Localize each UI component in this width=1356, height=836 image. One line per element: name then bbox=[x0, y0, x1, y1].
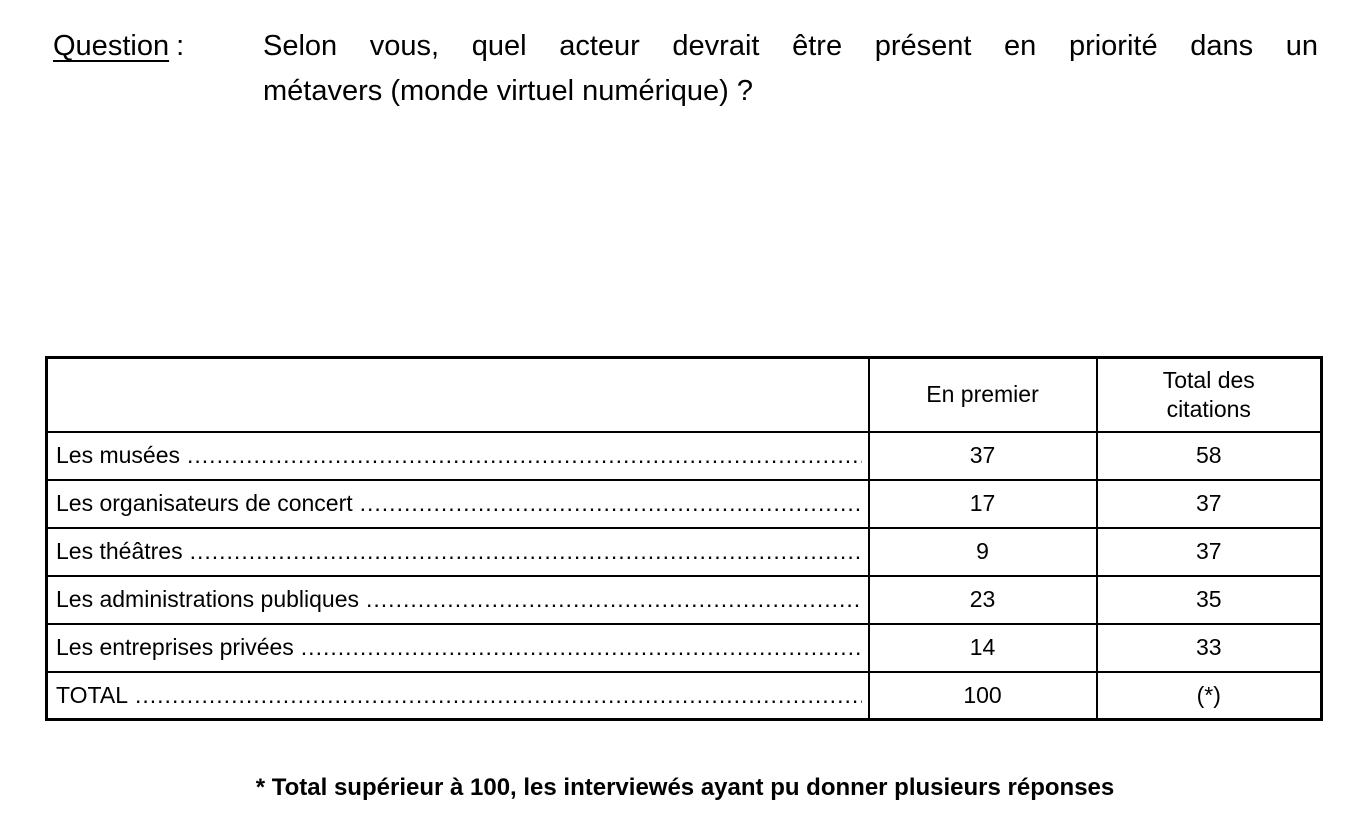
question-label-colon: : bbox=[176, 30, 185, 62]
row-value-total-citations: 33 bbox=[1095, 622, 1323, 673]
header-cell-empty bbox=[45, 356, 870, 433]
row-value-total-citations: (*) bbox=[1095, 670, 1323, 721]
header-cell-total-citations: Total des citations bbox=[1095, 356, 1323, 433]
row-value-en-premier: 23 bbox=[867, 574, 1098, 625]
row-value-total-citations: 37 bbox=[1095, 526, 1323, 577]
dot-leader bbox=[190, 538, 862, 565]
table-row-organisateurs-concert: Les organisateurs de concert 17 37 bbox=[45, 478, 1323, 529]
dot-leader bbox=[187, 442, 861, 469]
row-label-cell: Les théâtres bbox=[45, 526, 870, 577]
row-label: Les entreprises privées bbox=[56, 634, 294, 660]
question-block: Question: Selon vous, quel acteur devrai… bbox=[53, 24, 1318, 114]
row-value-en-premier: 17 bbox=[867, 478, 1098, 529]
table-row-entreprises-privees: Les entreprises privées 14 33 bbox=[45, 622, 1323, 673]
table-row-musees: Les musées 37 58 bbox=[45, 430, 1323, 481]
row-label-cell: Les organisateurs de concert bbox=[45, 478, 870, 529]
row-value-en-premier: 9 bbox=[867, 526, 1098, 577]
row-label: Les musées bbox=[56, 442, 181, 468]
row-label: TOTAL bbox=[56, 681, 128, 708]
row-value-en-premier: 37 bbox=[867, 430, 1098, 481]
table-row-total: TOTAL 100 (*) bbox=[45, 670, 1323, 721]
row-label: Les administrations publiques bbox=[56, 586, 360, 612]
row-value-total-citations: 58 bbox=[1095, 430, 1323, 481]
row-label: Les organisateurs de concert bbox=[56, 490, 353, 516]
header-total-citations-text: Total des citations bbox=[1162, 367, 1255, 422]
header-cell-en-premier: En premier bbox=[867, 356, 1098, 433]
table-row-theatres: Les théâtres 9 37 bbox=[45, 526, 1323, 577]
question-line-2: métavers (monde virtuel numérique) ? bbox=[263, 75, 753, 107]
dot-leader bbox=[301, 634, 862, 661]
results-table: En premier Total des citations Les musée… bbox=[45, 356, 1323, 721]
row-value-total-citations: 37 bbox=[1095, 478, 1323, 529]
dot-leader bbox=[366, 586, 861, 613]
row-label-cell: TOTAL bbox=[45, 670, 870, 721]
dot-leader bbox=[135, 682, 862, 709]
dot-leader bbox=[360, 490, 862, 517]
row-value-total-citations: 35 bbox=[1095, 574, 1323, 625]
row-value-en-premier: 14 bbox=[867, 622, 1098, 673]
footnote: * Total supérieur à 100, les interviewés… bbox=[255, 774, 1115, 801]
table-header-row: En premier Total des citations bbox=[45, 356, 1323, 433]
question-text: Selon vous, quel acteur devrait être pré… bbox=[263, 24, 1318, 114]
question-label: Question: bbox=[53, 24, 263, 69]
question-line-1: Selon vous, quel acteur devrait être pré… bbox=[263, 30, 1318, 62]
row-label-cell: Les administrations publiques bbox=[45, 574, 870, 625]
question-label-text: Question bbox=[53, 30, 170, 62]
row-value-en-premier: 100 bbox=[867, 670, 1098, 721]
row-label-cell: Les musées bbox=[45, 430, 870, 481]
row-label-cell: Les entreprises privées bbox=[45, 622, 870, 673]
row-label: Les théâtres bbox=[56, 538, 183, 564]
table-row-administrations-publiques: Les administrations publiques 23 35 bbox=[45, 574, 1323, 625]
